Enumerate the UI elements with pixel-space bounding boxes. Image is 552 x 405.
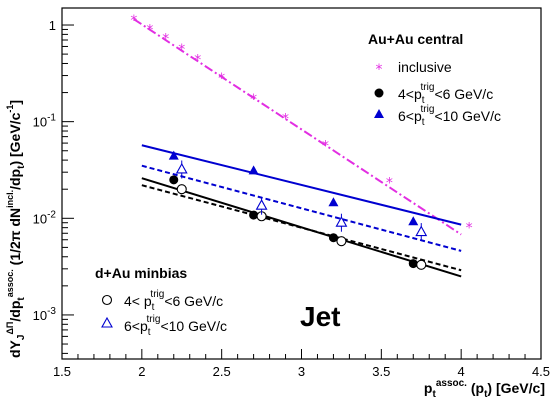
filled-triangle-marker-icon [374, 109, 384, 118]
x-tick-label: 3 [298, 364, 305, 379]
legend-top: Au+Au central * inclusive 4<pttrig<6 GeV… [368, 31, 501, 128]
y-tick-label: 10-2 [33, 209, 57, 226]
star-point: * [466, 221, 473, 237]
open-circle-marker-icon [101, 294, 113, 306]
filled-triangle-point [408, 216, 419, 226]
open-triangle-point [175, 162, 188, 174]
fit-lines [133, 18, 462, 278]
fit-line [141, 184, 462, 272]
x-tick-label: 2.5 [213, 364, 231, 379]
star-point: * [194, 53, 201, 69]
star-point: * [162, 32, 169, 48]
x-tick-label: 4 [458, 364, 465, 379]
legend-entry-dau-6-10: 6<pttrig<10 GeV/c [101, 314, 227, 338]
filled-circle-point [408, 259, 418, 269]
star-point: * [130, 13, 137, 29]
star-point: * [146, 23, 153, 39]
legend-label-dau-6-10: 6<pttrig<10 GeV/c [124, 314, 227, 338]
legend-bottom-title: d+Au minbias [95, 265, 187, 281]
legend-label-inclusive: inclusive [398, 59, 452, 75]
star-point: * [282, 112, 289, 128]
open-triangle-point [335, 216, 348, 227]
legend-label-dau-4-6: 4< pttrig<6 GeV/c [124, 289, 223, 313]
filled-triangle-point [328, 197, 339, 207]
legend-entry-auau-4-6: 4<pttrig<6 GeV/c [374, 82, 493, 106]
legend-entry-inclusive: * inclusive [376, 59, 452, 78]
x-axis-title: ptassoc. (pt) [GeV/c] [424, 378, 545, 400]
open-circle-point [336, 236, 347, 247]
x-tick-label: 1.5 [53, 364, 71, 379]
filled-triangle-point [248, 165, 259, 175]
legend-entry-auau-6-10: 6<pttrig<10 GeV/c [374, 104, 501, 128]
star-point: * [250, 92, 257, 108]
star-point: * [178, 42, 185, 58]
filled-circle-point [169, 175, 179, 185]
fit-line [141, 177, 462, 278]
filled-circle-point [249, 210, 259, 220]
fit-line [141, 144, 462, 226]
y-tick-label: 10-1 [33, 113, 57, 130]
open-circle-point [176, 184, 187, 195]
filled-circle-marker-icon [374, 88, 384, 98]
star-marker-icon: * [376, 62, 383, 78]
fit-line [141, 164, 462, 252]
filled-circle-point [328, 233, 338, 243]
star-point: * [218, 71, 225, 87]
open-triangle-point [415, 225, 428, 237]
y-tick-label: 10-3 [33, 306, 57, 323]
legend-label-auau-6-10: 6<pttrig<10 GeV/c [398, 104, 501, 128]
legend-bottom: d+Au minbias 4< pttrig<6 GeV/c 6<pttrig<… [95, 265, 227, 338]
open-triangle-marker-icon [101, 316, 113, 328]
jet-annotation: Jet [300, 301, 340, 332]
x-tick-label: 4.5 [532, 364, 550, 379]
x-tick-label: 2 [138, 364, 145, 379]
legend-top-title: Au+Au central [368, 31, 463, 47]
axis-ticks: 1.5 2 2.5 3 3.5 4 4.5 1 10-1 10-2 10-3 [33, 18, 550, 379]
fit-line [133, 18, 462, 236]
legend-entry-dau-4-6: 4< pttrig<6 GeV/c [101, 289, 223, 313]
star-point: * [386, 176, 393, 192]
y-axis-title: dYJΔΠ/dptassoc. (1/2π dNincl./dpt) [GeV/… [5, 100, 27, 358]
x-tick-label: 3.5 [372, 364, 390, 379]
open-triangle-point [255, 199, 268, 210]
filled-triangle-point [168, 150, 179, 160]
legend-label-auau-4-6: 4<pttrig<6 GeV/c [398, 82, 493, 106]
star-point: * [322, 139, 329, 155]
open-circle-point [416, 259, 427, 270]
y-tick-label: 1 [49, 18, 56, 33]
data-points: * * * * * * * * * * * [130, 13, 473, 270]
